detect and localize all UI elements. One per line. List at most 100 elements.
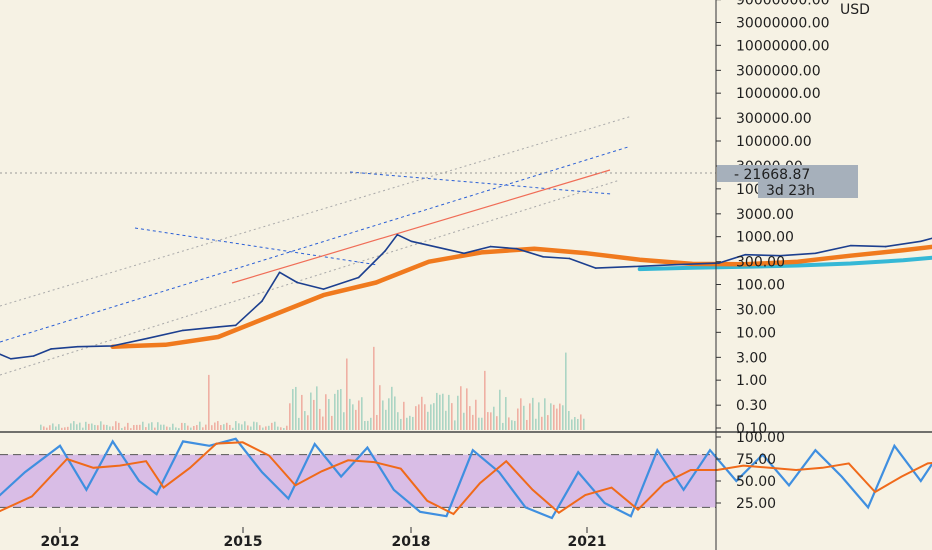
- osc-tick-label: 50.00: [736, 474, 776, 490]
- volume-bar: [577, 418, 579, 430]
- volume-bar: [115, 421, 117, 430]
- time-axis[interactable]: 2012 2015 2018 2021: [41, 527, 607, 550]
- volume-bar: [319, 408, 321, 430]
- volume-bar: [373, 346, 375, 430]
- volume-bar: [145, 427, 147, 430]
- volume-bar: [61, 427, 63, 430]
- price-axis[interactable]: 90000000.00 30000000.00 10000000.00 3000000…: [715, 0, 870, 550]
- price-point: [515, 247, 518, 250]
- volume-bar: [385, 409, 387, 430]
- volume-bar: [199, 421, 201, 430]
- volume-bar: [151, 422, 153, 430]
- volume-bar: [85, 421, 87, 430]
- volume-bar: [544, 398, 546, 430]
- volume-bar: [499, 389, 501, 430]
- volume-bar: [208, 374, 210, 430]
- osc-tick-label: 25.00: [736, 496, 776, 512]
- volume-bar: [454, 420, 456, 430]
- volume-bar: [238, 423, 240, 430]
- volume-bar: [163, 424, 165, 430]
- volume-bar: [253, 421, 255, 430]
- volume-bar: [268, 425, 270, 430]
- volume-bar: [283, 427, 285, 430]
- volume-bar: [223, 424, 225, 430]
- volume-bar: [421, 396, 423, 430]
- price-point: [32, 355, 35, 357]
- volume-bar: [106, 424, 108, 430]
- ma-cyan-line: [637, 255, 932, 272]
- volume-bar: [523, 405, 525, 430]
- volume-bar: [565, 352, 567, 430]
- volume-bar: [394, 396, 396, 430]
- volume-bar: [574, 416, 576, 430]
- price-tick-label: 100.00: [736, 278, 785, 294]
- volume-bar: [508, 417, 510, 430]
- price-point: [10, 357, 12, 360]
- volume-bar: [532, 397, 534, 430]
- volume-bar: [349, 398, 351, 430]
- volume-bar: [568, 411, 570, 430]
- volume-bar: [70, 423, 72, 430]
- price-point: [489, 245, 492, 248]
- volume-bar: [295, 386, 297, 430]
- volume-bar: [58, 424, 60, 430]
- price-point: [674, 263, 676, 266]
- volume-bar: [388, 398, 390, 430]
- volume-bar: [343, 412, 345, 430]
- volume-bar: [130, 428, 132, 430]
- price-tick-label: 300000.00: [736, 111, 812, 127]
- osc-tick-label: 100.00: [736, 430, 785, 446]
- volume-bar: [40, 424, 42, 430]
- volume-bar: [430, 404, 432, 430]
- oscillator-band: [0, 454, 716, 508]
- price-tick-label: 30.00: [736, 303, 776, 319]
- volume-bar: [424, 404, 426, 430]
- volume-bar: [556, 408, 558, 430]
- volume-bar: [562, 405, 564, 430]
- volume-bar: [559, 403, 561, 430]
- volume-bar: [286, 425, 288, 430]
- price-tick-label: 10.00: [736, 325, 776, 341]
- volume-bar: [259, 425, 261, 430]
- volume-bar: [241, 424, 243, 430]
- price-point: [111, 345, 114, 347]
- price-tick-label: 3000000.00: [736, 63, 821, 79]
- volume-bar: [340, 389, 342, 430]
- volume-bar: [136, 424, 138, 430]
- volume-bar: [232, 427, 234, 430]
- volume-bar: [427, 411, 429, 430]
- volume-bar: [451, 403, 453, 430]
- volume-bar: [127, 422, 129, 430]
- volume-bar: [190, 427, 192, 430]
- volume-bar: [514, 420, 516, 430]
- volume-bar: [49, 425, 51, 430]
- price-point: [261, 300, 263, 302]
- price-point: [182, 329, 184, 332]
- price-point: [217, 326, 219, 328]
- volume-bar: [529, 403, 531, 430]
- volume-bar: [298, 417, 300, 430]
- volume-bar: [76, 424, 78, 430]
- volume-bar: [469, 406, 471, 430]
- volume-bar: [358, 400, 360, 430]
- price-point: [594, 267, 597, 269]
- price-point: [234, 324, 237, 327]
- trend-channel-lines: [0, 115, 716, 376]
- volume-bar: [361, 397, 363, 430]
- volume-bar: [463, 412, 465, 430]
- volume-bar: [484, 370, 486, 430]
- channel-blue-down-2: [349, 171, 613, 195]
- volume-bar: [55, 426, 57, 430]
- volume-bar: [331, 415, 333, 430]
- volume-bar: [79, 422, 81, 430]
- volume-bar: [439, 394, 441, 430]
- price-point: [744, 253, 746, 256]
- volume-bar: [109, 426, 111, 430]
- time-tick-label: 2015: [224, 534, 263, 550]
- volume-bar: [112, 426, 114, 430]
- currency-label: USD: [840, 2, 870, 18]
- volume-bar: [418, 404, 420, 430]
- oscillator-pane: [0, 437, 932, 520]
- price-point: [410, 240, 413, 243]
